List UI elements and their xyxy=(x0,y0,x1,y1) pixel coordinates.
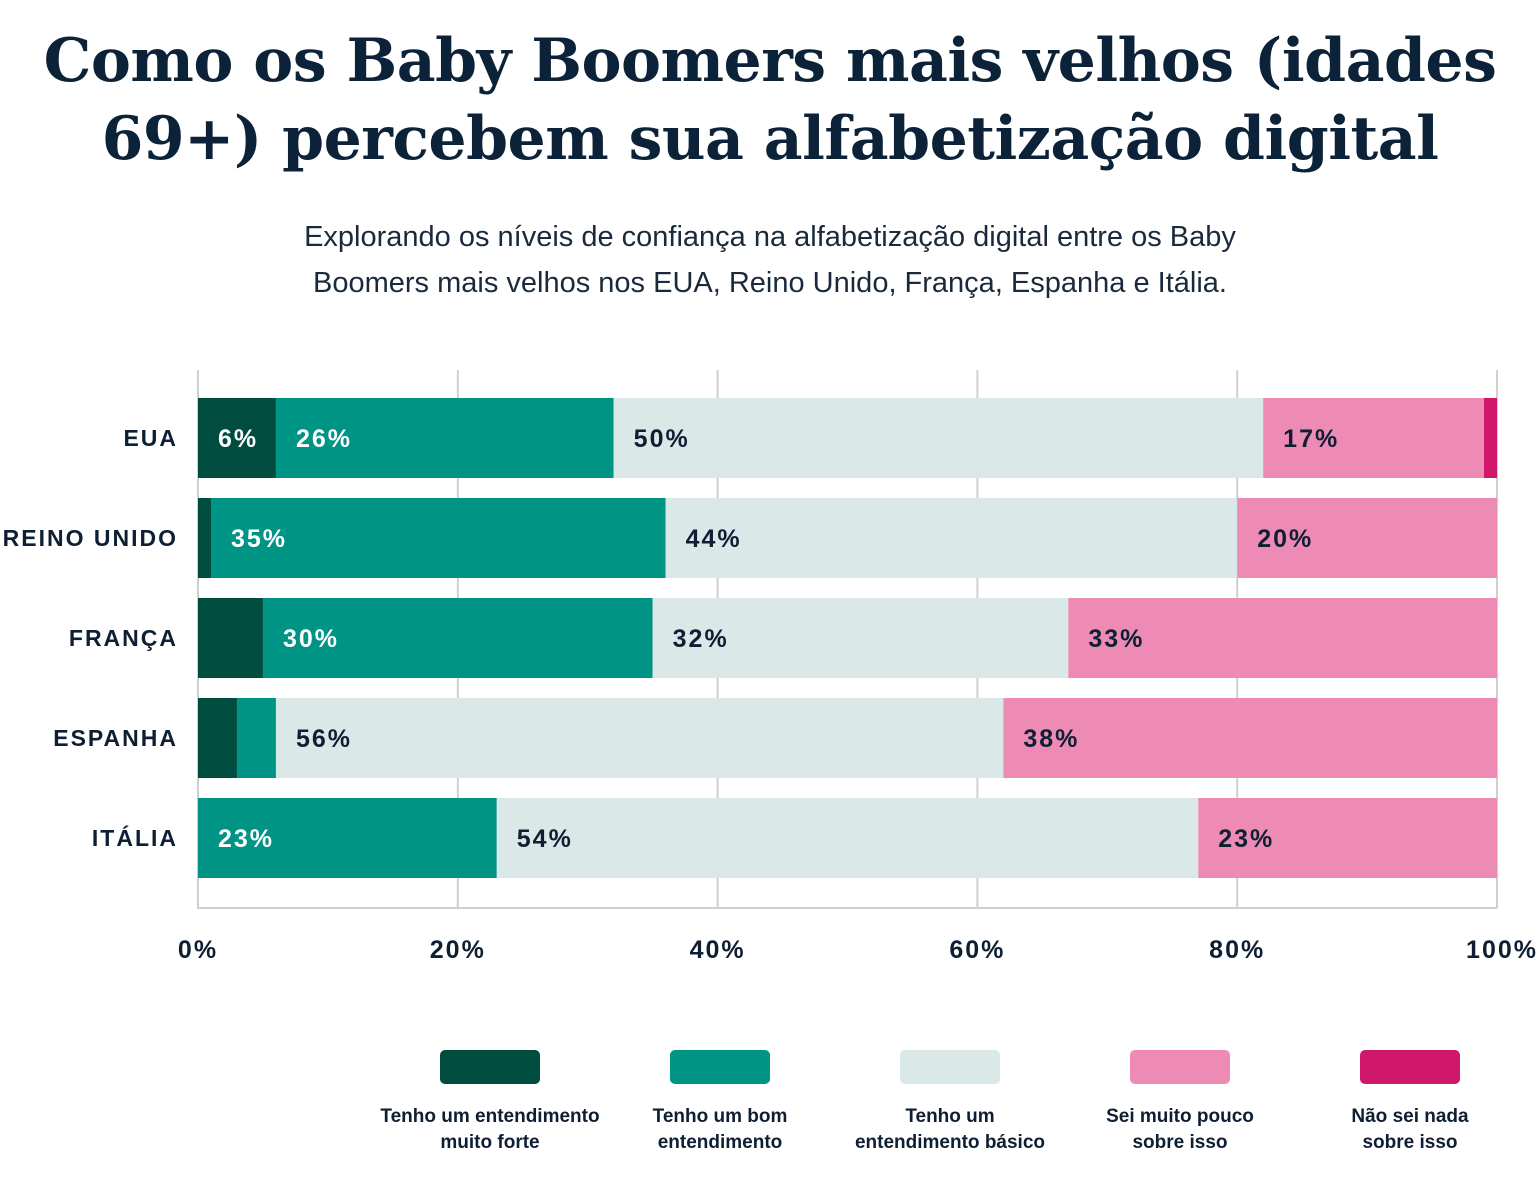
bar-segment xyxy=(198,398,276,478)
data-label: 30% xyxy=(283,625,339,653)
legend-label: Tenho um entendimento muito forte xyxy=(380,1106,600,1153)
legend-label: Tenho um bom entendimento xyxy=(652,1106,788,1153)
bar-segment xyxy=(1003,698,1497,778)
data-label: 23% xyxy=(1218,825,1274,853)
bar-segment xyxy=(210,498,666,578)
data-label: 33% xyxy=(1088,625,1144,653)
bar-segment xyxy=(262,598,653,678)
x-tick-label: 20% xyxy=(430,936,486,964)
category-label: ESPANHA xyxy=(53,725,178,751)
bar-segment xyxy=(1198,798,1497,878)
legend-item-basico: Tenho um entendimento básico xyxy=(830,1050,1070,1156)
legend-swatch xyxy=(1130,1050,1230,1084)
bar-segment xyxy=(1068,598,1497,678)
bar-segment xyxy=(198,598,263,678)
chart-legend: Tenho um entendimento muito forte Tenho … xyxy=(0,1050,1540,1170)
chart-title-line2: 69+) percebem sua alfabetização digital xyxy=(101,104,1439,174)
chart-title-line1: Como os Baby Boomers mais velhos (idades xyxy=(43,26,1497,96)
chart-title: Como os Baby Boomers mais velhos (idades… xyxy=(0,22,1540,178)
bar-segment xyxy=(198,798,497,878)
legend-item-bom: Tenho um bom entendimento xyxy=(600,1050,840,1156)
data-label: 56% xyxy=(296,725,352,753)
data-label: 17% xyxy=(1283,425,1339,453)
bar-segment xyxy=(665,498,1238,578)
x-tick-label: 80% xyxy=(1209,936,1265,964)
data-label: 44% xyxy=(686,525,742,553)
legend-item-muito-forte: Tenho um entendimento muito forte xyxy=(370,1050,610,1156)
bar-segment xyxy=(275,698,1004,778)
chart-subtitle: Explorando os níveis de confiança na alf… xyxy=(0,214,1540,306)
x-tick-label: 60% xyxy=(949,936,1005,964)
legend-item-nada: Não sei nada sobre isso xyxy=(1290,1050,1530,1156)
legend-item-muito-pouco: Sei muito pouco sobre isso xyxy=(1060,1050,1300,1156)
data-label: 54% xyxy=(517,825,573,853)
legend-swatch xyxy=(1360,1050,1460,1084)
category-label: REINO UNIDO xyxy=(3,525,178,551)
legend-label: Não sei nada sobre isso xyxy=(1351,1106,1469,1153)
bar-segment xyxy=(198,698,237,778)
bar-segment xyxy=(1484,398,1497,478)
data-label: 20% xyxy=(1257,525,1313,553)
category-label: EUA xyxy=(123,425,178,451)
chart-subtitle-line1: Explorando os níveis de confiança na alf… xyxy=(304,221,1236,253)
data-label: 6% xyxy=(218,425,258,453)
data-label: 50% xyxy=(634,425,690,453)
category-label: ITÁLIA xyxy=(92,824,178,851)
x-tick-label: 0% xyxy=(178,936,218,964)
bar-segment xyxy=(1263,398,1485,478)
x-tick-label: 40% xyxy=(690,936,746,964)
stacked-bar-chart: EUA 6% 26% 50% 17% REINO UNIDO 35% 44% 20% FRANÇA… xyxy=(3,370,1538,964)
legend-swatch xyxy=(670,1050,770,1084)
legend-swatch xyxy=(440,1050,540,1084)
category-label: FRANÇA xyxy=(69,625,178,651)
bar-segment xyxy=(236,698,276,778)
data-label: 32% xyxy=(673,625,729,653)
data-label: 26% xyxy=(296,425,352,453)
bar-segment xyxy=(1237,498,1497,578)
data-label: 35% xyxy=(231,525,287,553)
bar-segment xyxy=(198,498,211,578)
chart-subtitle-line2: Boomers mais velhos nos EUA, Reino Unido… xyxy=(313,267,1227,299)
data-label: 38% xyxy=(1023,725,1079,753)
bar-segment xyxy=(613,398,1264,478)
x-tick-label: 100% xyxy=(1466,936,1538,964)
bar-segment xyxy=(275,398,614,478)
bar-segment xyxy=(652,598,1069,678)
bar-segment xyxy=(496,798,1199,878)
legend-label: Tenho um entendimento básico xyxy=(854,1106,1046,1153)
data-label: 23% xyxy=(218,825,274,853)
legend-swatch xyxy=(900,1050,1000,1084)
legend-label: Sei muito pouco sobre isso xyxy=(1106,1106,1254,1153)
